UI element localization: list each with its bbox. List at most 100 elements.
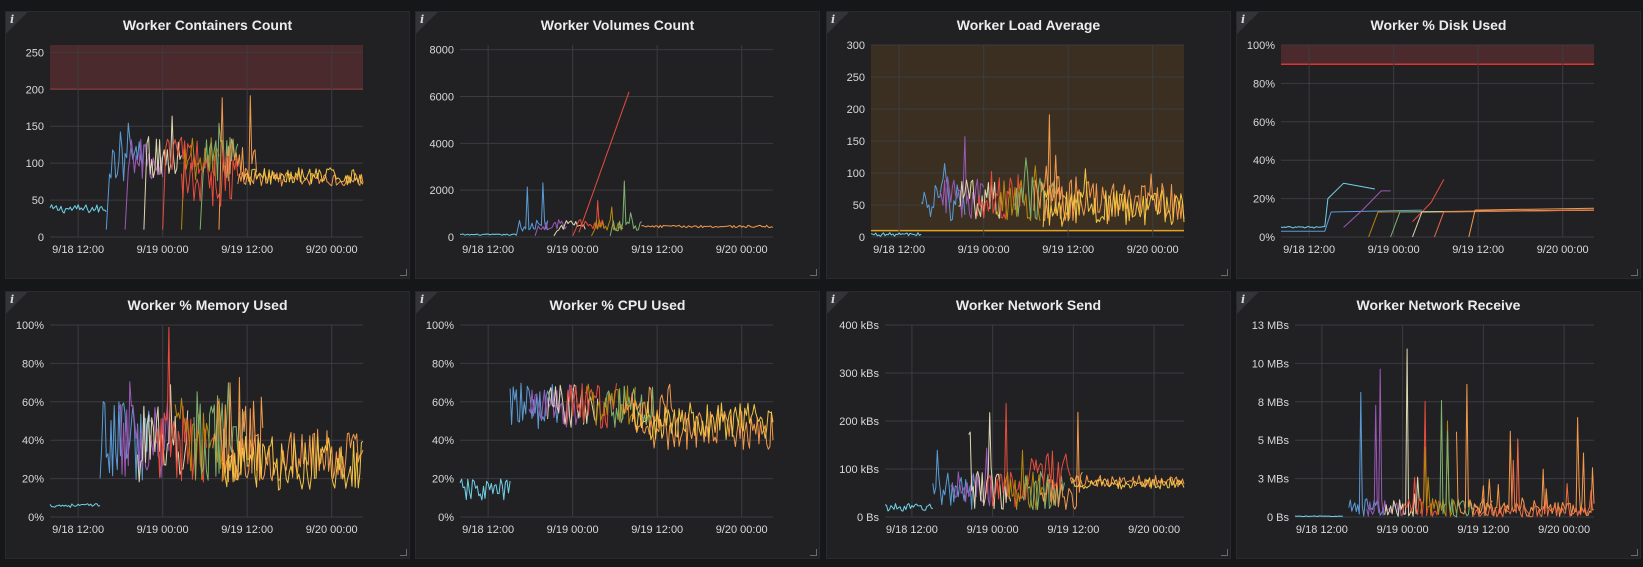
series-line — [1070, 477, 1185, 490]
series-line — [1280, 182, 1375, 229]
x-tick-label: 9/20 00:00 — [306, 244, 358, 256]
resize-handle[interactable] — [1631, 549, 1638, 556]
series-line — [459, 233, 517, 236]
series-line — [958, 179, 1003, 220]
y-tick-label: 200 — [26, 84, 44, 96]
panel-title[interactable]: Worker Volumes Count — [540, 17, 695, 33]
chart-volumes[interactable]: 0 2000 4000 6000 8000 9/18 12:00 9/19 00:00 9/1… — [416, 12, 821, 280]
x-tick-label: 9/19 12:00 — [221, 244, 273, 256]
info-glyph: i — [420, 13, 425, 26]
chart-memory[interactable]: 0% 20% 40% 60% 80% 100% 9/18 12:00 9/19 00:00 9/… — [6, 292, 411, 560]
x-tick-label: 9/19 00:00 — [1368, 244, 1420, 256]
y-tick-label: 5 MBs — [1258, 435, 1290, 447]
panel-title[interactable]: Worker % CPU Used — [549, 297, 686, 313]
y-tick-label: 13 MBs — [1252, 320, 1290, 332]
x-tick-label: 9/19 12:00 — [1047, 524, 1099, 536]
y-tick-label: 80% — [1253, 78, 1275, 90]
y-tick-label: 50 — [32, 195, 44, 207]
resize-handle[interactable] — [1631, 269, 1638, 276]
resize-handle[interactable] — [810, 269, 817, 276]
panel-title[interactable]: Worker Load Average — [956, 17, 1101, 33]
resize-handle[interactable] — [1221, 269, 1228, 276]
info-icon[interactable]: i — [6, 12, 28, 34]
series-line — [1384, 348, 1421, 517]
resize-handle[interactable] — [810, 549, 817, 556]
threshold-region — [1281, 45, 1594, 65]
x-tick-label: 9/18 12:00 — [873, 244, 925, 256]
series-line — [49, 204, 107, 214]
series-line — [534, 219, 567, 236]
info-icon[interactable]: i — [1237, 292, 1259, 314]
x-tick-label: 9/18 12:00 — [462, 244, 514, 256]
info-glyph: i — [10, 293, 15, 306]
y-tick-label: 100 kBs — [839, 464, 879, 476]
series-line — [884, 503, 934, 512]
x-tick-label: 9/19 12:00 — [631, 524, 683, 536]
info-icon[interactable]: i — [416, 292, 438, 314]
x-tick-label: 9/19 00:00 — [958, 244, 1010, 256]
panel-title[interactable]: Worker % Memory Used — [127, 297, 288, 313]
info-icon[interactable]: i — [827, 12, 849, 34]
y-tick-label: 20% — [1253, 194, 1275, 206]
panel-worker-network-send: i Worker Network Send 0 Bs 100 kBs 200 kBs… — [826, 291, 1231, 559]
y-tick-label: 200 — [847, 104, 865, 116]
info-glyph: i — [831, 293, 836, 306]
panel-worker-disk-used: i Worker % Disk Used 0% 20% 40% 60% 80% 100% 9… — [1236, 11, 1641, 279]
series-line — [193, 382, 245, 481]
panel-worker-volumes-count: i Worker Volumes Count 0 2000 4000 6000 8000… — [415, 11, 820, 279]
y-tick-label: 3 MBs — [1258, 474, 1290, 486]
y-tick-label: 300 — [847, 40, 865, 52]
y-tick-label: 150 — [847, 136, 865, 148]
chart-network-send[interactable]: 0 Bs 100 kBs 200 kBs 300 kBs 400 kBs 9/18 12:… — [827, 292, 1232, 560]
resize-handle[interactable] — [1221, 549, 1228, 556]
x-tick-label: 9/19 00:00 — [547, 524, 599, 536]
y-tick-label: 50 — [853, 200, 865, 212]
series-line — [1368, 209, 1595, 238]
panel-worker-containers-count: i Worker Containers Count 0 50 100 150 200 25… — [5, 11, 410, 279]
y-tick-label: 300 kBs — [839, 368, 879, 380]
chart-network-receive[interactable]: 0 Bs 3 MBs 5 MBs 8 MBs 10 MBs 13 MBs 9/18 12:0… — [1237, 292, 1642, 560]
series-line — [143, 115, 182, 230]
chart-containers[interactable]: 0 50 100 150 200 250 9/18 12:00 9/19 00:00 9/19 … — [6, 12, 411, 280]
info-icon[interactable]: i — [827, 292, 849, 314]
info-icon[interactable]: i — [416, 12, 438, 34]
resize-handle[interactable] — [400, 269, 407, 276]
x-tick-label: 9/18 12:00 — [886, 524, 938, 536]
x-tick-label: 9/19 00:00 — [967, 524, 1019, 536]
y-tick-label: 2000 — [430, 185, 454, 197]
x-tick-label: 9/20 00:00 — [1538, 524, 1590, 536]
panel-worker-load-average: i Worker Load Average 0 50 100 150 200 250 300… — [826, 11, 1231, 279]
series-line — [1402, 400, 1439, 517]
series-line — [553, 220, 586, 237]
y-tick-label: 60% — [1253, 117, 1275, 129]
resize-handle[interactable] — [400, 549, 407, 556]
y-tick-label: 100 — [847, 168, 865, 180]
threshold-region — [50, 45, 363, 90]
panel-title[interactable]: Worker Network Receive — [1356, 297, 1521, 313]
series-line — [1033, 114, 1079, 221]
chart-cpu[interactable]: 0% 20% 40% 60% 80% 100% 9/18 12:00 9/19 00:00 9/… — [416, 292, 821, 560]
series-line — [1294, 515, 1343, 517]
panel-title[interactable]: Worker % Disk Used — [1370, 17, 1507, 33]
y-tick-label: 0 Bs — [857, 512, 880, 524]
series-line — [221, 428, 364, 482]
series-line — [578, 91, 630, 233]
series-line — [939, 136, 985, 219]
y-tick-label: 200 kBs — [839, 416, 879, 428]
info-icon[interactable]: i — [1237, 12, 1259, 34]
panel-title[interactable]: Worker Network Send — [955, 297, 1102, 313]
y-tick-label: 100% — [1247, 40, 1275, 52]
y-tick-label: 20% — [22, 474, 44, 486]
series-line — [932, 449, 976, 510]
y-tick-label: 400 kBs — [839, 320, 879, 332]
series-line — [1468, 207, 1595, 238]
series-line — [1438, 399, 1475, 518]
panel-title[interactable]: Worker Containers Count — [122, 17, 293, 33]
series-line — [243, 167, 364, 186]
chart-disk[interactable]: 0% 20% 40% 60% 80% 100% 9/18 12:00 9/19 00:00 9/… — [1237, 12, 1642, 280]
chart-load[interactable]: 0 50 100 150 200 250 300 9/18 12:00 9/19 00:00 9/… — [827, 12, 1232, 280]
x-tick-label: 9/18 12:00 — [1296, 524, 1348, 536]
info-icon[interactable]: i — [6, 292, 28, 314]
y-tick-label: 100% — [426, 320, 454, 332]
x-tick-label: 9/18 12:00 — [52, 524, 104, 536]
